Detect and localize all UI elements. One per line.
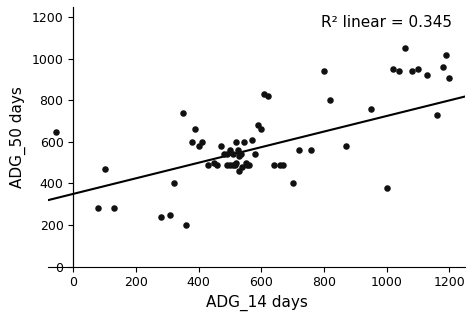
Point bbox=[295, 148, 303, 153]
Point bbox=[408, 69, 416, 74]
Point bbox=[223, 162, 231, 167]
Point bbox=[442, 52, 450, 57]
Point bbox=[280, 162, 287, 167]
Point bbox=[242, 160, 249, 165]
Point bbox=[251, 152, 259, 157]
Point bbox=[255, 123, 262, 128]
Point bbox=[204, 162, 212, 167]
Point bbox=[210, 160, 218, 165]
Point bbox=[189, 139, 196, 144]
Point bbox=[446, 75, 453, 80]
Point bbox=[223, 152, 231, 157]
X-axis label: ADG_14 days: ADG_14 days bbox=[206, 295, 308, 311]
Point bbox=[414, 67, 422, 72]
Text: R² linear = 0.345: R² linear = 0.345 bbox=[321, 15, 453, 30]
Point bbox=[226, 162, 234, 167]
Point bbox=[257, 127, 265, 132]
Point bbox=[195, 143, 202, 149]
Point bbox=[167, 212, 174, 217]
Point bbox=[270, 162, 278, 167]
Point bbox=[229, 152, 237, 157]
Point bbox=[234, 148, 242, 153]
Point bbox=[191, 127, 199, 132]
Point bbox=[401, 46, 409, 51]
Point bbox=[52, 129, 60, 134]
Point bbox=[229, 162, 237, 167]
Point bbox=[320, 69, 328, 74]
Point bbox=[261, 92, 268, 97]
Point bbox=[179, 110, 187, 115]
Point bbox=[264, 94, 271, 99]
Point bbox=[245, 162, 253, 167]
Point bbox=[276, 162, 284, 167]
Point bbox=[198, 139, 206, 144]
Point bbox=[342, 143, 350, 149]
Y-axis label: ADG_50 days: ADG_50 days bbox=[10, 86, 26, 188]
Point bbox=[289, 181, 296, 186]
Point bbox=[433, 112, 440, 117]
Point bbox=[232, 139, 240, 144]
Point bbox=[367, 106, 375, 111]
Point bbox=[220, 152, 228, 157]
Point bbox=[237, 152, 245, 157]
Point bbox=[232, 160, 240, 165]
Point bbox=[424, 73, 431, 78]
Point bbox=[236, 169, 243, 174]
Point bbox=[101, 166, 109, 171]
Point bbox=[217, 143, 224, 149]
Point bbox=[248, 137, 255, 142]
Point bbox=[389, 67, 397, 72]
Point bbox=[94, 206, 102, 211]
Point bbox=[395, 69, 403, 74]
Point bbox=[239, 164, 246, 169]
Point bbox=[170, 181, 177, 186]
Point bbox=[244, 162, 251, 167]
Point bbox=[439, 65, 447, 70]
Point bbox=[226, 148, 234, 153]
Point bbox=[110, 206, 118, 211]
Point bbox=[308, 148, 315, 153]
Point bbox=[240, 139, 248, 144]
Point bbox=[231, 162, 238, 167]
Point bbox=[327, 98, 334, 103]
Point bbox=[214, 162, 221, 167]
Point bbox=[383, 185, 391, 190]
Point bbox=[236, 154, 243, 159]
Point bbox=[157, 214, 165, 219]
Point bbox=[182, 223, 190, 228]
